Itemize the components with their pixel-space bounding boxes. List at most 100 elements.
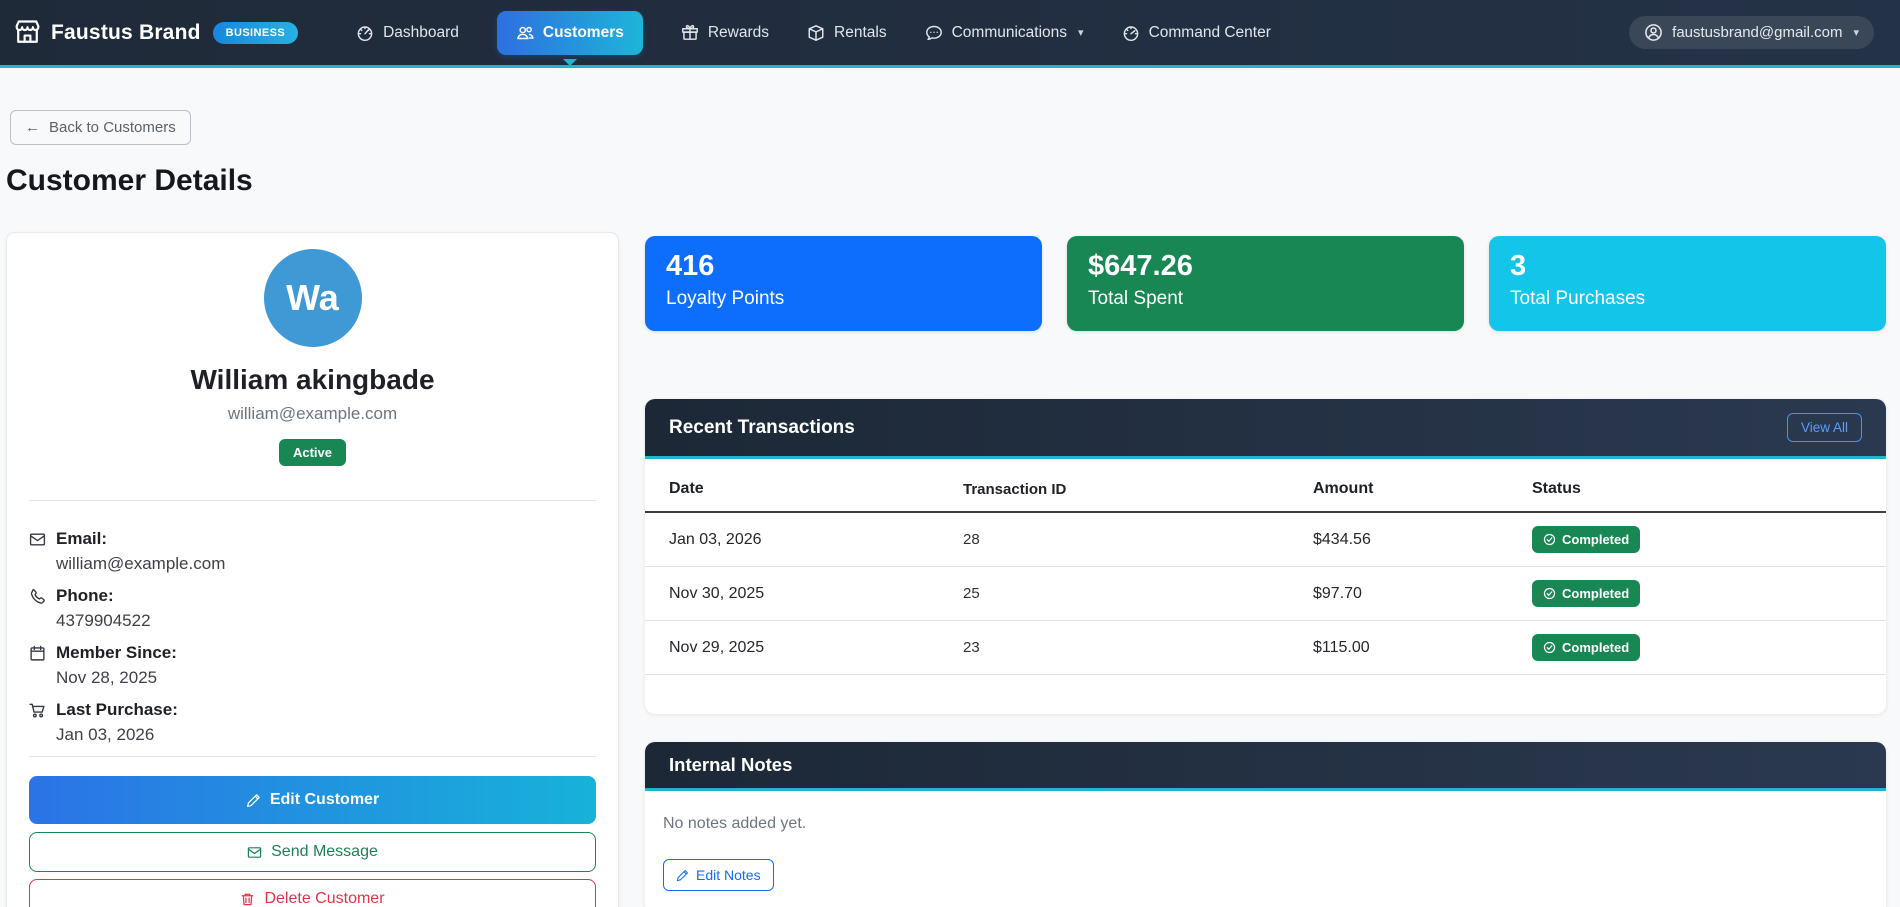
chevron-down-icon: ▾: [1853, 27, 1859, 39]
cart-icon: [29, 702, 46, 719]
table-header-row: Date Transaction ID Amount Status: [645, 459, 1886, 513]
internal-notes-panel: Internal Notes No notes added yet. Edit …: [645, 742, 1886, 907]
nav-item-rewards[interactable]: Rewards: [681, 24, 769, 42]
avatar: Wa: [263, 249, 362, 347]
detail-value: william@example.com: [56, 554, 226, 573]
notes-empty-text: No notes added yet.: [663, 815, 807, 832]
nav-label: Rewards: [707, 23, 770, 41]
status-text: Completed: [1562, 532, 1630, 547]
nav-label: Command Center: [1148, 23, 1271, 41]
brand[interactable]: Faustus Brand: [14, 19, 213, 46]
cell-amount: $434.56: [1305, 512, 1524, 567]
page-title: Customer Details: [6, 164, 253, 197]
panel-title: Internal Notes: [669, 754, 793, 775]
edit-customer-label: Edit Customer: [269, 791, 380, 808]
edit-customer-button[interactable]: Edit Customer: [29, 776, 596, 824]
speedometer-icon: [356, 24, 374, 42]
detail-value: Nov 28, 2025: [56, 668, 158, 687]
column-header-status: Status: [1524, 459, 1886, 513]
chevron-down-icon: ▾: [1078, 27, 1084, 39]
detail-row-email: Email: william@example.com: [29, 528, 596, 575]
nav-item-rentals[interactable]: Rentals: [807, 24, 887, 42]
account-email: faustusbrand@gmail.com: [1672, 24, 1843, 41]
detail-label: Email:: [56, 529, 108, 548]
detail-label: Member Since:: [56, 643, 177, 662]
stat-label: Total Purchases: [1510, 288, 1646, 309]
status-badge-completed: Completed: [1532, 526, 1641, 553]
customer-profile: Wa William akingbade william@example.com…: [29, 249, 596, 466]
nav-label: Communications: [951, 23, 1068, 41]
cell-status: Completed: [1524, 620, 1886, 675]
transactions-table: Date Transaction ID Amount Status Jan 03…: [645, 459, 1886, 675]
internal-notes-body: No notes added yet. Edit Notes: [645, 791, 1886, 907]
people-icon: [516, 24, 534, 42]
cell-status: Completed: [1524, 512, 1886, 567]
recent-transactions-header: Recent Transactions View All: [645, 399, 1886, 459]
recent-transactions-panel: Recent Transactions View All Date Transa…: [645, 399, 1886, 714]
panel-title: Recent Transactions: [669, 416, 855, 438]
edit-notes-button[interactable]: Edit Notes: [663, 859, 774, 891]
envelope-icon: [29, 531, 46, 548]
nav-item-communications[interactable]: Communications ▾: [925, 24, 1084, 42]
customer-name: William akingbade: [190, 364, 435, 395]
customer-profile-card: Wa William akingbade william@example.com…: [6, 232, 619, 907]
cell-amount: $97.70: [1305, 566, 1524, 621]
cell-transaction-id: 25: [955, 566, 1305, 621]
account-menu[interactable]: faustusbrand@gmail.com ▾: [1629, 16, 1874, 49]
main-content: Wa William akingbade william@example.com…: [6, 232, 1886, 907]
business-badge: BUSINESS: [212, 21, 299, 44]
status-text: Completed: [1562, 640, 1630, 655]
cell-date: Jan 03, 2026: [645, 512, 955, 567]
stat-value: 416: [666, 250, 715, 282]
nav-item-command-center[interactable]: Command Center: [1122, 24, 1271, 42]
nav-label: Customers: [542, 23, 624, 41]
detail-row-last-purchase: Last Purchase: Jan 03, 2026: [29, 699, 596, 746]
cell-date: Nov 29, 2025: [645, 620, 955, 675]
stat-card-loyalty-points: 416 Loyalty Points: [645, 236, 1042, 331]
stat-label: Loyalty Points: [666, 288, 785, 309]
cell-transaction-id: 23: [955, 620, 1305, 675]
column-header-amount: Amount: [1305, 459, 1524, 513]
divider: [29, 756, 596, 757]
chat-icon: [925, 24, 943, 42]
divider: [29, 500, 596, 501]
detail-label: Phone:: [56, 586, 114, 605]
check-circle-icon: [1543, 587, 1556, 600]
column-header-transaction-id: Transaction ID: [955, 459, 1305, 513]
nav-item-customers[interactable]: Customers: [496, 10, 643, 66]
detail-value: Jan 03, 2026: [56, 725, 155, 744]
check-circle-icon: [1543, 533, 1556, 546]
delete-customer-button[interactable]: Delete Customer: [29, 879, 596, 907]
send-message-button[interactable]: Send Message: [29, 832, 596, 872]
table-row: Nov 30, 2025 25 $97.70 Completed: [645, 566, 1886, 621]
stat-value: 3: [1510, 250, 1527, 282]
cell-transaction-id: 28: [955, 512, 1305, 567]
transactions-table-wrap: Date Transaction ID Amount Status Jan 03…: [645, 459, 1886, 714]
cell-date: Nov 30, 2025: [645, 566, 955, 621]
stats-row: 416 Loyalty Points $647.26 Total Spent 3…: [645, 236, 1886, 331]
detail-value: 4379904522: [56, 611, 151, 630]
pencil-icon: [246, 793, 261, 808]
stat-label: Total Spent: [1088, 288, 1184, 309]
view-all-button[interactable]: View All: [1786, 413, 1862, 442]
right-column: 416 Loyalty Points $647.26 Total Spent 3…: [645, 232, 1886, 907]
gauge-icon: [1122, 24, 1140, 42]
check-circle-icon: [1543, 641, 1556, 654]
status-badge-completed: Completed: [1532, 634, 1641, 661]
status-text: Completed: [1562, 586, 1630, 601]
table-row: Jan 03, 2026 28 $434.56 Completed: [645, 512, 1886, 567]
back-to-customers-button[interactable]: ← Back to Customers: [10, 110, 191, 145]
send-message-label: Send Message: [271, 843, 378, 860]
cell-status: Completed: [1524, 566, 1886, 621]
edit-notes-label: Edit Notes: [696, 867, 761, 883]
phone-icon: [29, 588, 46, 605]
pencil-icon: [676, 869, 689, 882]
top-navbar: Faustus Brand BUSINESS Dashboard Custome…: [0, 0, 1900, 68]
nav-items: Dashboard Customers Rewards Rentals C: [356, 10, 1271, 66]
envelope-icon: [247, 845, 262, 860]
nav-label: Dashboard: [383, 23, 459, 41]
arrow-left-icon: ←: [25, 119, 40, 136]
back-button-label: Back to Customers: [49, 119, 176, 136]
nav-item-dashboard[interactable]: Dashboard: [356, 24, 459, 42]
nav-label: Rentals: [834, 23, 887, 41]
